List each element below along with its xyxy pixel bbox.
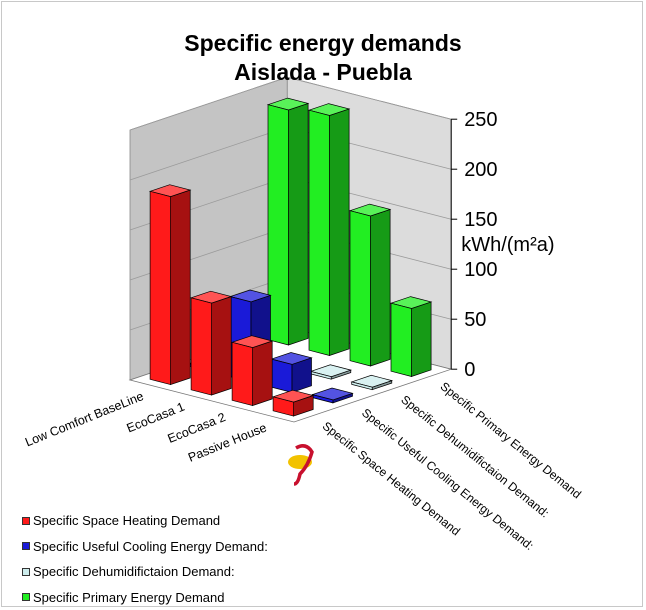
bar-front — [190, 297, 212, 396]
legend-item-space-heating: Specific Space Heating Demand — [22, 508, 268, 534]
bar-front — [267, 104, 289, 346]
bar-front — [349, 210, 371, 367]
y-tick-label: 150 — [464, 209, 497, 231]
y-tick-label: 100 — [464, 259, 497, 281]
bar-front — [231, 341, 253, 407]
chart-legend: Specific Space Heating Demand Specific U… — [22, 508, 268, 610]
bar-side — [411, 301, 432, 377]
bar-front — [308, 109, 330, 356]
y-tick-label: 0 — [464, 359, 475, 381]
bar-front — [272, 396, 294, 417]
bar-side — [329, 108, 350, 356]
legend-item-dehumidification: Specific Dehumidifictaion Demand: — [22, 559, 268, 585]
legend-label: Specific Primary Energy Demand — [33, 589, 225, 605]
legend-item-primary-energy: Specific Primary Energy Demand — [22, 585, 268, 610]
bar-front — [390, 302, 412, 377]
legend-item-cooling: Specific Useful Cooling Energy Demand: — [22, 534, 268, 560]
logo-mark — [293, 444, 314, 486]
legend-swatch — [22, 542, 30, 551]
legend-swatch — [22, 516, 30, 525]
bar-side — [370, 208, 391, 367]
y-tick-label: 50 — [464, 309, 486, 331]
bar-front — [351, 381, 373, 391]
chart-subtitle: Aislada - Puebla — [234, 59, 412, 85]
chart-title: Specific energy demands — [184, 30, 462, 56]
category-label: Low Comfort BaseLine — [23, 389, 146, 449]
y-tick-label: 250 — [464, 109, 497, 131]
y-axis-label: kWh/(m²a) — [461, 234, 554, 256]
bar-side — [288, 102, 309, 346]
legend-label: Specific Useful Cooling Energy Demand: — [33, 538, 268, 554]
legend-swatch — [22, 567, 30, 576]
bar-side — [252, 340, 273, 407]
bar-side — [170, 189, 191, 386]
y-tick-label: 200 — [464, 159, 497, 181]
gridline — [129, 76, 452, 131]
bar-front — [271, 358, 293, 393]
legend-swatch — [22, 593, 30, 602]
legend-label: Specific Dehumidifictaion Demand: — [33, 564, 235, 580]
bar-side — [211, 296, 232, 396]
bar-front — [149, 190, 171, 386]
legend-label: Specific Space Heating Demand — [33, 513, 221, 529]
